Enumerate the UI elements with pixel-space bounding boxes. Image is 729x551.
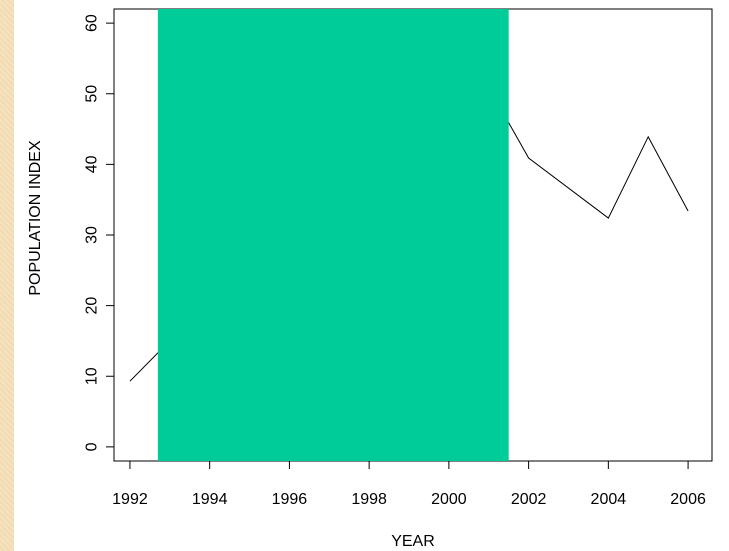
occluding-rectangle [157, 9, 509, 461]
y-axis-title: POPULATION INDEX [27, 140, 44, 296]
y-tick-label: 30 [84, 226, 101, 244]
y-tick-label: 10 [84, 367, 101, 385]
x-axis-title: YEAR [391, 533, 435, 550]
x-tick-label: 1996 [272, 491, 308, 508]
x-tick-label: 2002 [511, 491, 547, 508]
x-tick-label: 1994 [192, 491, 228, 508]
x-tick-label: 2006 [670, 491, 706, 508]
y-tick-label: 20 [84, 297, 101, 315]
x-tick-label: 2004 [591, 491, 627, 508]
x-tick-label: 1992 [112, 491, 148, 508]
x-tick-label: 1998 [351, 491, 387, 508]
x-tick-label: 2000 [431, 491, 467, 508]
y-tick-label: 0 [84, 442, 101, 451]
y-tick-label: 50 [84, 85, 101, 103]
y-tick-label: 40 [84, 155, 101, 173]
y-tick-label: 60 [84, 14, 101, 32]
chart-page: 0 10 20 30 40 50 60 1992 1994 1996 1998 2000 2002 20… [14, 0, 729, 551]
line-chart: 0 10 20 30 40 50 60 1992 1994 1996 1998 2000 2002 20… [27, 8, 713, 550]
